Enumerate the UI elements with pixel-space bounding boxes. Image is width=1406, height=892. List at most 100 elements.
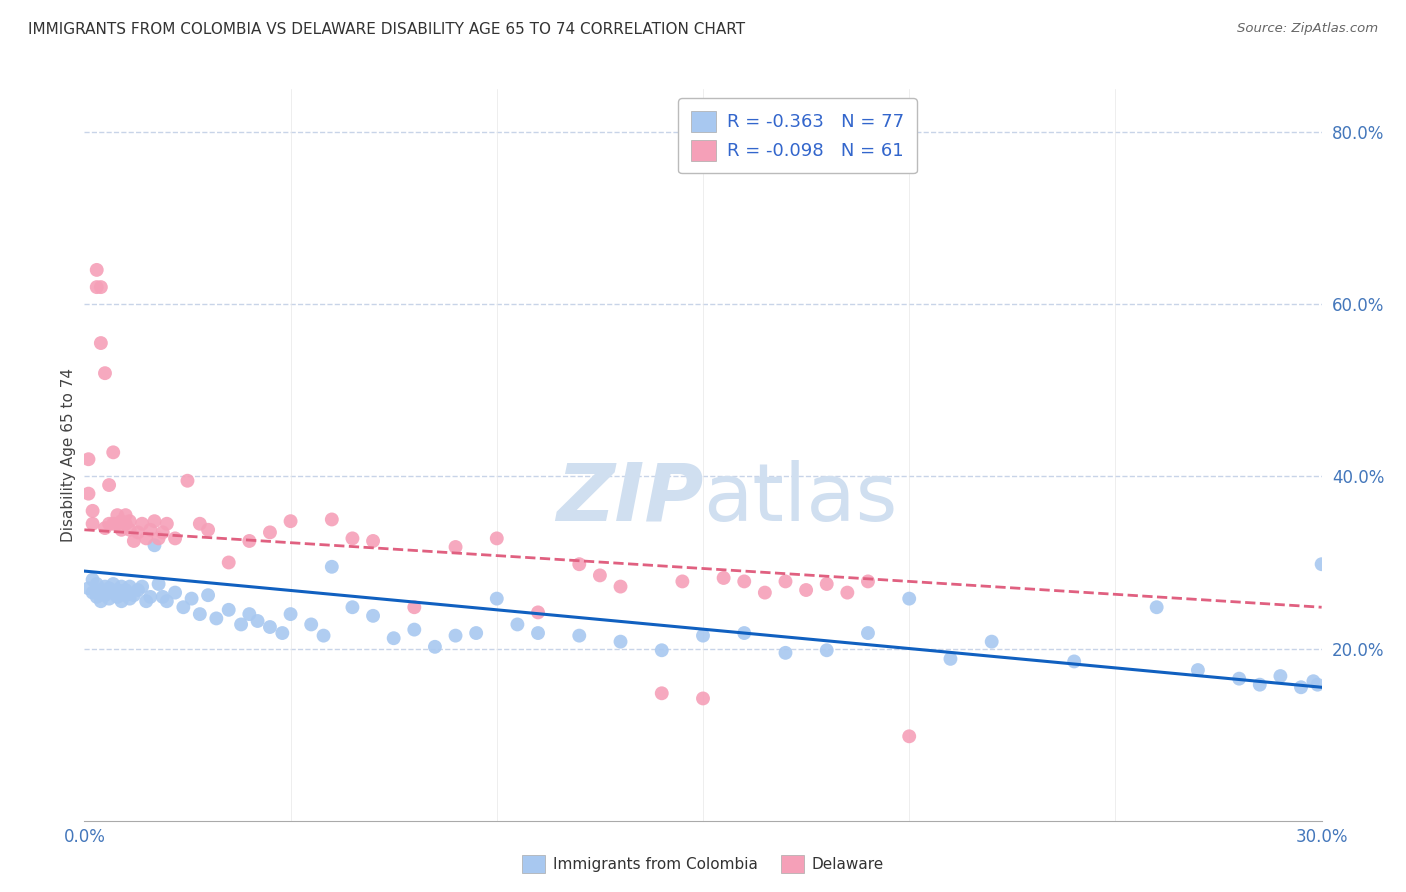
- Point: [1289, 680, 1312, 694]
- Point: [118, 591, 141, 606]
- Point: [94, 580, 117, 594]
- Point: [139, 523, 162, 537]
- Point: [775, 574, 797, 589]
- Point: [444, 629, 467, 643]
- Point: [156, 594, 179, 608]
- Point: [82, 516, 104, 531]
- Point: [1063, 655, 1085, 669]
- Point: [342, 600, 364, 615]
- Point: [180, 591, 202, 606]
- Point: [568, 558, 591, 572]
- Point: [103, 516, 125, 531]
- Point: [1187, 663, 1209, 677]
- Point: [122, 588, 145, 602]
- Point: [86, 280, 108, 294]
- Point: [506, 617, 529, 632]
- Point: [342, 532, 364, 546]
- Point: [122, 533, 145, 548]
- Legend: Immigrants from Colombia, Delaware: Immigrants from Colombia, Delaware: [516, 848, 890, 880]
- Point: [105, 516, 128, 531]
- Legend: R = -0.363   N = 77, R = -0.098   N = 61: R = -0.363 N = 77, R = -0.098 N = 61: [678, 98, 917, 173]
- Point: [82, 504, 104, 518]
- Point: [361, 608, 384, 623]
- Point: [299, 617, 322, 632]
- Point: [165, 532, 187, 546]
- Point: [131, 580, 153, 594]
- Point: [135, 594, 157, 608]
- Point: [77, 582, 100, 596]
- Point: [143, 538, 166, 552]
- Point: [110, 514, 132, 528]
- Point: [118, 523, 141, 537]
- Point: [1249, 678, 1271, 692]
- Point: [188, 607, 211, 621]
- Point: [259, 620, 281, 634]
- Point: [118, 580, 141, 594]
- Point: [127, 525, 149, 540]
- Point: [856, 574, 879, 589]
- Point: [90, 594, 112, 608]
- Point: [280, 514, 302, 528]
- Point: [77, 452, 100, 467]
- Point: [139, 590, 162, 604]
- Point: [135, 532, 157, 546]
- Point: [589, 568, 612, 582]
- Point: [98, 478, 121, 492]
- Point: [733, 574, 755, 589]
- Point: [94, 521, 117, 535]
- Point: [86, 590, 108, 604]
- Point: [90, 582, 112, 597]
- Point: [444, 540, 467, 554]
- Point: [197, 523, 219, 537]
- Point: [82, 585, 104, 599]
- Point: [404, 623, 426, 637]
- Point: [527, 606, 550, 620]
- Text: ZIP: ZIP: [555, 459, 703, 538]
- Point: [651, 686, 673, 700]
- Y-axis label: Disability Age 65 to 74: Disability Age 65 to 74: [60, 368, 76, 542]
- Point: [86, 263, 108, 277]
- Point: [94, 366, 117, 380]
- Point: [246, 614, 269, 628]
- Text: Source: ZipAtlas.com: Source: ZipAtlas.com: [1237, 22, 1378, 36]
- Point: [110, 580, 132, 594]
- Point: [485, 532, 508, 546]
- Point: [131, 516, 153, 531]
- Point: [465, 626, 488, 640]
- Point: [754, 585, 776, 599]
- Point: [775, 646, 797, 660]
- Point: [692, 691, 714, 706]
- Point: [165, 585, 187, 599]
- Point: [148, 532, 170, 546]
- Point: [229, 617, 252, 632]
- Point: [110, 594, 132, 608]
- Point: [898, 729, 921, 743]
- Point: [98, 582, 121, 596]
- Point: [1310, 558, 1333, 572]
- Point: [114, 508, 136, 523]
- Point: [271, 626, 294, 640]
- Point: [856, 626, 879, 640]
- Point: [733, 626, 755, 640]
- Point: [312, 629, 335, 643]
- Point: [651, 643, 673, 657]
- Point: [939, 652, 962, 666]
- Point: [423, 640, 446, 654]
- Point: [105, 508, 128, 523]
- Point: [671, 574, 693, 589]
- Point: [148, 577, 170, 591]
- Point: [152, 590, 174, 604]
- Text: atlas: atlas: [703, 459, 897, 538]
- Point: [815, 577, 838, 591]
- Point: [105, 582, 128, 597]
- Point: [713, 571, 735, 585]
- Point: [176, 474, 198, 488]
- Point: [280, 607, 302, 621]
- Point: [568, 629, 591, 643]
- Point: [98, 516, 121, 531]
- Point: [103, 585, 125, 599]
- Point: [105, 590, 128, 604]
- Point: [172, 600, 194, 615]
- Point: [197, 588, 219, 602]
- Point: [321, 559, 343, 574]
